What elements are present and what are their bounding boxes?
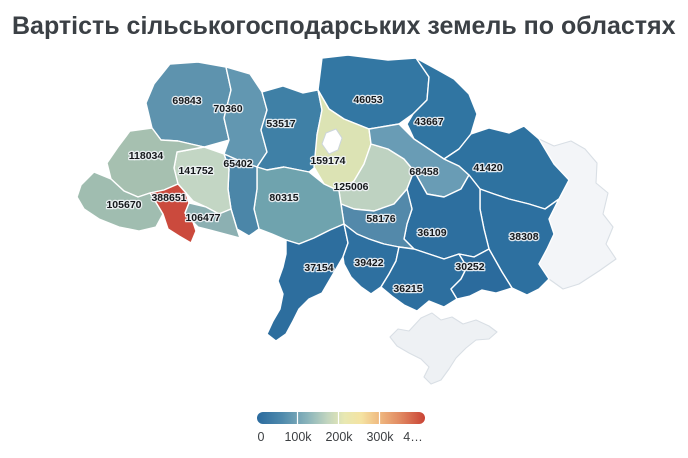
region-zakarpattia[interactable]: [76, 171, 164, 232]
page-title: Вартість сільськогосподарських земель по…: [12, 12, 676, 40]
region-kherson[interactable]: [380, 246, 468, 312]
legend-tick-200k: 200k: [325, 430, 353, 444]
region-chernivtsi[interactable]: [184, 202, 241, 239]
region-zhytomyr[interactable]: [256, 85, 325, 173]
region-odesa[interactable]: [266, 223, 349, 342]
legend-gradient-bar: [257, 412, 425, 424]
region-kyiv-city[interactable]: [321, 128, 343, 155]
legend-tick-0: 0: [257, 430, 265, 444]
region-zaporizhzhia[interactable]: [450, 248, 513, 300]
legend-ticks: 0 100k 200k 300k 4…: [257, 430, 425, 446]
region-crimea[interactable]: [389, 312, 498, 385]
legend-tick-300k: 300k: [366, 430, 394, 444]
legend: 0 100k 200k 300k 4…: [257, 412, 425, 446]
legend-tick-400k: 4…: [403, 430, 423, 444]
region-rivne[interactable]: [223, 66, 268, 168]
legend-tick-100k: 100k: [284, 430, 312, 444]
region-volyn[interactable]: [145, 61, 232, 148]
region-ivano-frankivsk[interactable]: [149, 183, 197, 244]
